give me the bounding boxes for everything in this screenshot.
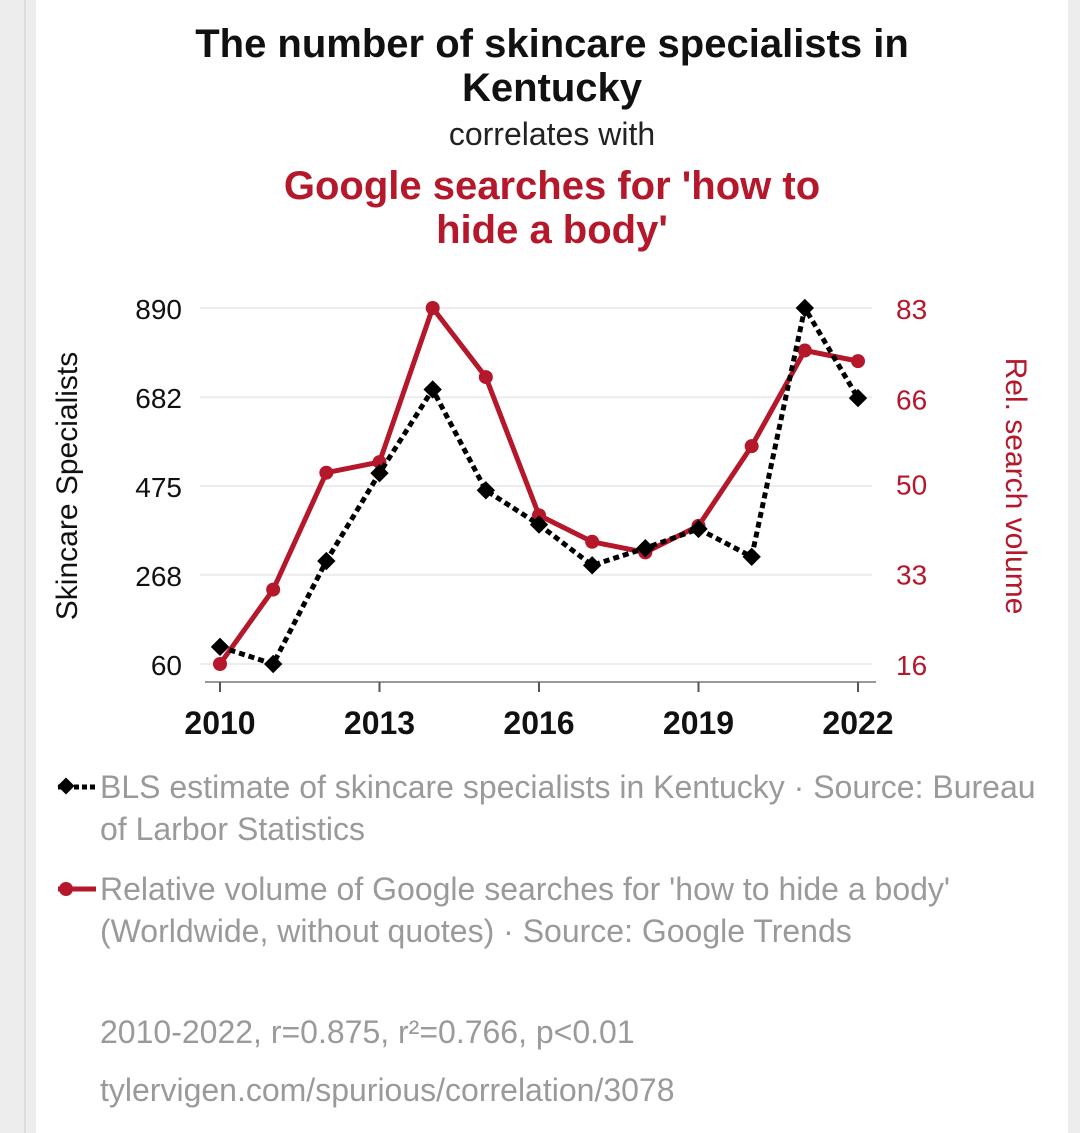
y-axis-title-left: Skincare Specialists [51,352,84,620]
legend-label-series2: Relative volume of Google searches for '… [100,871,951,949]
data-point-skincare [370,463,389,483]
legend-item-series1: BLS estimate of skincare specialists in … [52,766,1052,850]
y-tick-right: 33 [896,560,927,591]
y-tick-right: 66 [896,384,927,415]
data-point-skincare [317,551,336,571]
x-tick-label: 2019 [663,705,734,741]
legend: BLS estimate of skincare specialists in … [52,766,1052,952]
x-tick-label: 2022 [822,705,893,741]
x-tick-label: 2010 [184,705,255,741]
data-point-skincare [582,556,602,575]
legend-symbol-series1 [52,766,100,808]
data-point-skincare [476,481,496,500]
data-point-skincare [210,637,230,657]
line-chart: 890 682 475 268 60 83 66 50 33 16 2010 2013 2016 2019… [51,294,1032,741]
data-point-search-volume [425,301,440,315]
data-point-skincare [636,539,655,558]
right-frame [1068,0,1080,1133]
stats-text: 2010-2022, r=0.875, r²=0.766, p<0.01 [100,1014,635,1050]
data-point-skincare [423,380,442,399]
legend-symbol-series2 [52,868,100,910]
y-tick-left: 268 [135,561,182,592]
y-tick-left: 890 [135,294,182,325]
legend-item-series2: Relative volume of Google searches for '… [52,868,1052,952]
data-point-search-volume [585,534,600,549]
data-point-search-volume [319,465,334,480]
data-point-skincare [795,298,815,318]
data-point-skincare [689,519,708,539]
chart-title: The number of skincare specialists in Ke… [195,22,909,110]
data-point-search-volume [851,354,865,369]
chart-connector: correlates with [448,116,656,152]
data-point-search-volume [744,439,759,454]
chart-subtitle: Google searches for 'how to hide a body' [283,164,821,252]
data-point-search-volume [213,657,227,671]
y-tick-left: 682 [135,383,182,414]
y-tick-left: 475 [135,472,182,503]
y-tick-right: 83 [896,294,927,325]
data-point-skincare [742,547,761,566]
data-point-search-volume [532,508,546,523]
legend-label-series1: BLS estimate of skincare specialists in … [100,769,1036,847]
left-frame [0,0,36,1133]
chart-titles: The number of skincare specialists in Ke… [36,22,1068,252]
data-point-search-volume [266,582,281,597]
source-link[interactable]: tylervigen.com/spurious/correlation/3078 [100,1072,675,1108]
x-tick-label: 2013 [344,705,415,741]
data-point-skincare [263,654,283,674]
data-point-search-volume [478,370,493,385]
y-axis-title-right: Rel. search volume [999,358,1032,615]
x-tick-label: 2016 [503,705,574,741]
data-point-search-volume [797,343,812,358]
y-tick-right: 50 [896,469,927,500]
y-tick-left: 60 [151,650,182,681]
data-point-skincare [848,388,868,408]
data-point-skincare [529,515,549,534]
y-tick-right: 16 [896,650,927,681]
